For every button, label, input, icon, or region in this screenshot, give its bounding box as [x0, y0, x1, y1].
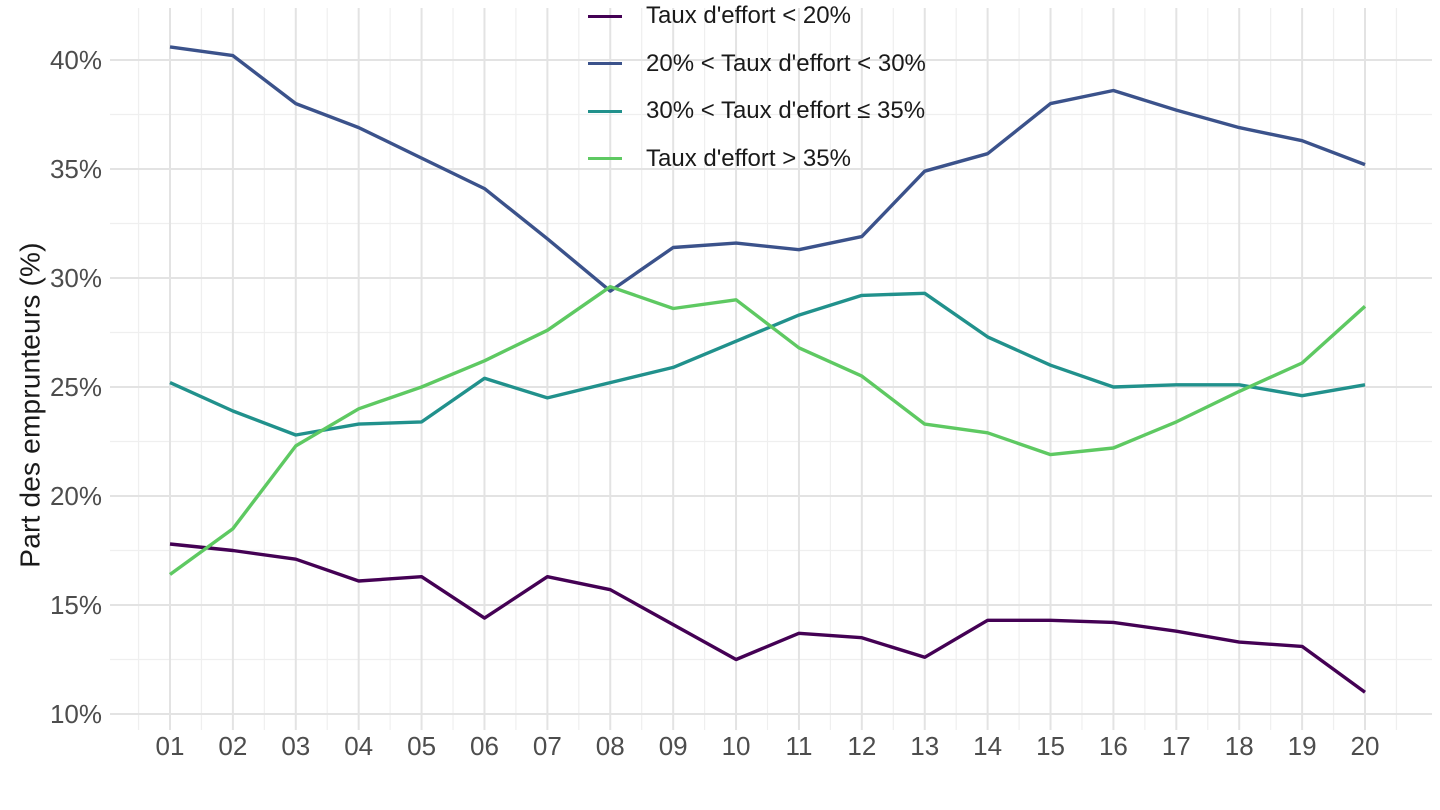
series-lines [168, 45, 1367, 694]
gridlines-major [110, 8, 1432, 730]
x-tick-label: 03 [281, 731, 310, 761]
x-tick-label: 05 [407, 731, 436, 761]
x-tick-label: 20 [1351, 731, 1380, 761]
x-tick-label: 14 [973, 731, 1002, 761]
x-tick-label: 16 [1099, 731, 1128, 761]
legend-label: 30% < Taux d'effort ≤ 35% [646, 97, 926, 124]
legend-swatch-line [588, 14, 622, 18]
y-tick-label: 40% [50, 45, 102, 75]
series-line-4 [168, 285, 1367, 576]
x-tick-label: 01 [156, 731, 185, 761]
y-tick-label: 35% [50, 154, 102, 184]
series-line-2 [169, 45, 1366, 293]
x-tick-label: 07 [533, 731, 562, 761]
y-tick-label: 10% [50, 699, 102, 729]
x-tick-label: 18 [1225, 731, 1254, 761]
x-tick-label: 10 [722, 731, 751, 761]
x-tick-label: 15 [1036, 731, 1065, 761]
x-tick-label: 11 [785, 731, 812, 761]
legend-item-2: 20% < Taux d'effort < 30% [588, 49, 926, 79]
x-tick-label: 04 [344, 731, 373, 761]
axis-tick-labels: 10% 15% 20% 25% 30% 35% 40% 01 02 03 04 05 06 07 08 09 1… [50, 45, 1380, 761]
x-tick-label: 06 [470, 731, 499, 761]
legend-label: 20% < Taux d'effort < 30% [646, 49, 926, 77]
legend-label: Taux d'effort < 20% [646, 2, 851, 29]
legend-item-3: 30% < Taux d'effort ≤ 35% [588, 96, 925, 126]
legend-item-1: Taux d'effort < 20% [588, 1, 851, 31]
gridlines-minor [110, 8, 1432, 730]
y-tick-label: 25% [50, 372, 102, 402]
x-tick-label: 13 [910, 731, 939, 761]
x-tick-label: 19 [1288, 731, 1317, 761]
legend-swatch-line [588, 157, 622, 160]
y-tick-label: 15% [50, 590, 102, 620]
y-tick-label: 20% [50, 481, 102, 511]
x-tick-label: 17 [1162, 731, 1191, 761]
legend-swatch-line [588, 62, 622, 65]
legend-swatch-line [588, 109, 622, 113]
series-line-3 [169, 291, 1366, 437]
y-axis-title: Part des emprunteurs (%) [14, 0, 48, 810]
x-tick-label: 02 [218, 731, 247, 761]
y-tick-label: 30% [50, 263, 102, 293]
series-line-1 [169, 542, 1367, 694]
legend-label: Taux d'effort > 35% [646, 144, 851, 172]
legend-item-4: Taux d'effort > 35% [588, 144, 851, 174]
y-axis-title-text: Part des emprunteurs (%) [15, 242, 46, 568]
x-tick-label: 08 [596, 731, 625, 761]
x-tick-label: 12 [847, 731, 876, 761]
x-tick-label: 09 [659, 731, 688, 761]
